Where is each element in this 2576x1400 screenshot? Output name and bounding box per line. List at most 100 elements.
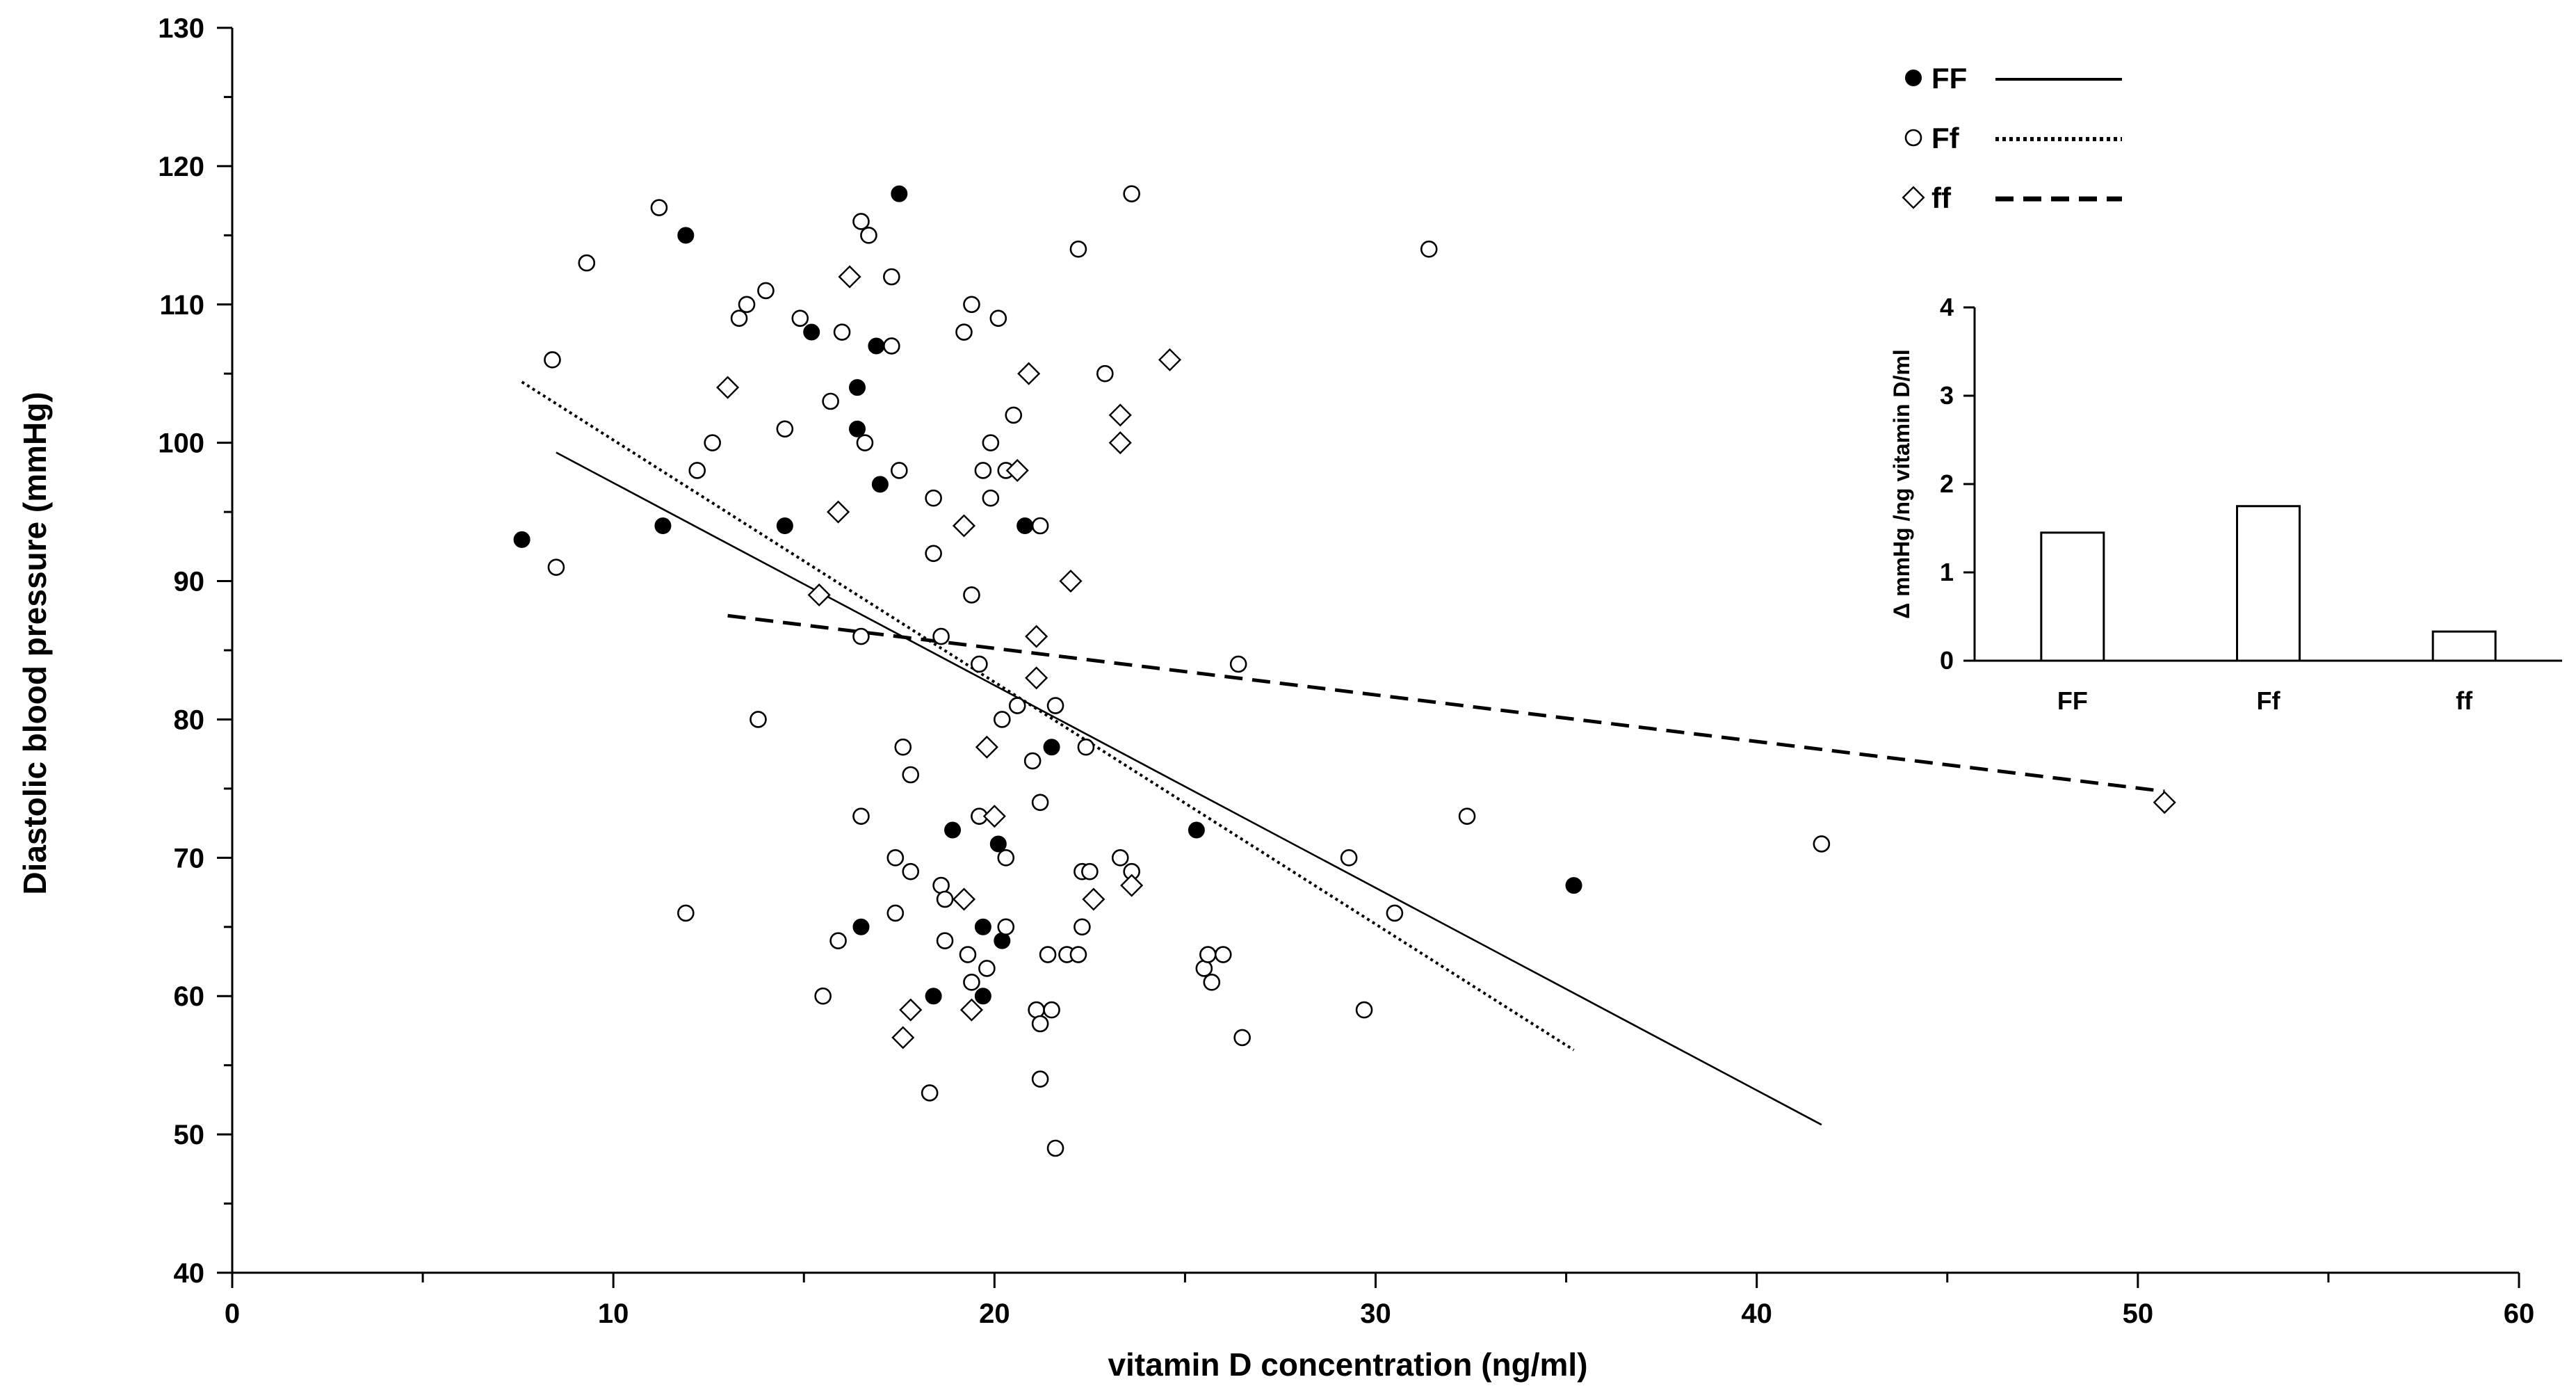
x-tick-label: 30 (1360, 1298, 1391, 1329)
data-point-FF (852, 918, 870, 935)
data-point-Ff (860, 227, 877, 244)
data-point-Ff (971, 655, 988, 673)
legend-marker-FF (1905, 70, 1922, 86)
data-point-ff (1108, 403, 1132, 427)
inset-y-axis-title: Δ mmHg /ng vitamin D/ml (1889, 349, 1914, 618)
trend-line-ff (727, 613, 2165, 794)
data-point-Ff (1813, 835, 1831, 853)
data-point-FF (891, 185, 908, 202)
y-axis-title: Diastolic blood pressure (mmHg) (17, 392, 53, 894)
inset-bar-FF (2040, 531, 2105, 662)
data-point-ff (1059, 570, 1083, 593)
legend-label-FF: FF (1931, 62, 1967, 95)
data-point-Ff (932, 627, 950, 645)
data-point-FF (803, 323, 820, 341)
data-point-Ff (902, 766, 920, 784)
inset-bar-chart: 0 1 2 3 4 FF Ff ff Δ mmHg /ng vitamin D/ml (1889, 293, 2562, 715)
data-point-ff (1005, 458, 1029, 482)
data-point-ff (891, 1026, 915, 1049)
data-point-FF (654, 517, 672, 534)
x-tick-label: 50 (2123, 1298, 2154, 1329)
inset-x-tick-label: Ff (2257, 686, 2281, 715)
inset-y-tick-label: 2 (1940, 469, 1954, 498)
inset-x-tick-label: ff (2456, 686, 2473, 715)
data-point-FF (974, 988, 991, 1005)
data-point-Ff (547, 558, 565, 576)
y-tick-label: 70 (174, 843, 205, 874)
y-tick-label: 40 (174, 1258, 205, 1289)
data-point-Ff (1046, 697, 1064, 714)
data-point-Ff (1023, 752, 1042, 770)
inset-y-tick-label: 0 (1940, 646, 1954, 675)
data-point-FF (1565, 877, 1582, 894)
data-point-Ff (1081, 862, 1099, 880)
data-point-ff (1025, 625, 1048, 648)
x-tick-label: 40 (1741, 1298, 1772, 1329)
legend-marker-Ff (1904, 129, 1922, 147)
data-point-Ff (1074, 918, 1091, 936)
data-point-Ff (1458, 807, 1476, 825)
data-point-Ff (982, 489, 1000, 507)
x-axis-title: vitamin D concentration (ng/ml) (1108, 1346, 1587, 1383)
data-point-FF (848, 420, 866, 437)
data-point-Ff (544, 351, 561, 369)
data-point-Ff (1031, 517, 1049, 535)
data-point-Ff (833, 323, 851, 341)
x-tick-label: 0 (225, 1298, 240, 1329)
data-point-Ff (1031, 1070, 1049, 1088)
data-point-Ff (963, 296, 980, 314)
data-point-Ff (963, 586, 980, 604)
data-point-ff (807, 583, 831, 606)
inset-y-tick-label: 3 (1940, 381, 1954, 410)
data-point-Ff (883, 268, 900, 286)
x-tick-label: 10 (598, 1298, 629, 1329)
data-point-Ff (750, 711, 767, 728)
inset-x-tick-label: FF (2057, 686, 2088, 715)
data-point-Ff (963, 974, 980, 991)
data-point-Ff (1031, 1015, 1049, 1033)
data-point-FF (1043, 739, 1060, 756)
legend: FF Ff ff (1902, 62, 2122, 214)
data-point-Ff (852, 807, 870, 825)
data-point-ff (716, 376, 740, 399)
y-tick-label: 90 (174, 567, 205, 597)
data-point-Ff (978, 960, 996, 977)
data-point-Ff (1008, 697, 1026, 714)
data-point-Ff (814, 987, 832, 1005)
data-point-Ff (776, 420, 794, 438)
data-point-FF (944, 821, 962, 839)
data-point-Ff (955, 323, 973, 341)
data-point-FF (868, 337, 885, 355)
x-tick-label: 60 (2504, 1298, 2535, 1329)
data-point-Ff (1386, 904, 1404, 922)
data-point-Ff (757, 282, 775, 300)
data-point-Ff (1420, 240, 1438, 258)
data-point-Ff (974, 462, 992, 479)
data-point-FF (1016, 517, 1034, 534)
data-point-Ff (1077, 738, 1095, 756)
data-point-Ff (852, 213, 870, 230)
data-point-Ff (852, 627, 870, 645)
data-point-Ff (1203, 974, 1221, 991)
data-point-ff (899, 998, 923, 1022)
data-point-FF (974, 918, 991, 935)
legend-label-ff: ff (1931, 182, 1952, 214)
data-point-Ff (989, 309, 1007, 327)
data-point-Ff (997, 918, 1015, 936)
data-point-Ff (856, 434, 874, 451)
data-point-Ff (921, 1084, 939, 1102)
data-point-Ff (993, 711, 1011, 728)
data-point-ff (1108, 431, 1132, 455)
data-point-ff (1017, 362, 1041, 385)
data-point-Ff (932, 876, 950, 894)
data-point-Ff (997, 849, 1015, 867)
data-point-Ff (578, 254, 596, 272)
data-point-Ff (959, 946, 977, 963)
data-point-Ff (890, 462, 908, 479)
data-point-FF (871, 476, 889, 493)
data-point-Ff (738, 296, 756, 314)
data-point-Ff (883, 337, 900, 355)
data-point-Ff (936, 932, 954, 949)
